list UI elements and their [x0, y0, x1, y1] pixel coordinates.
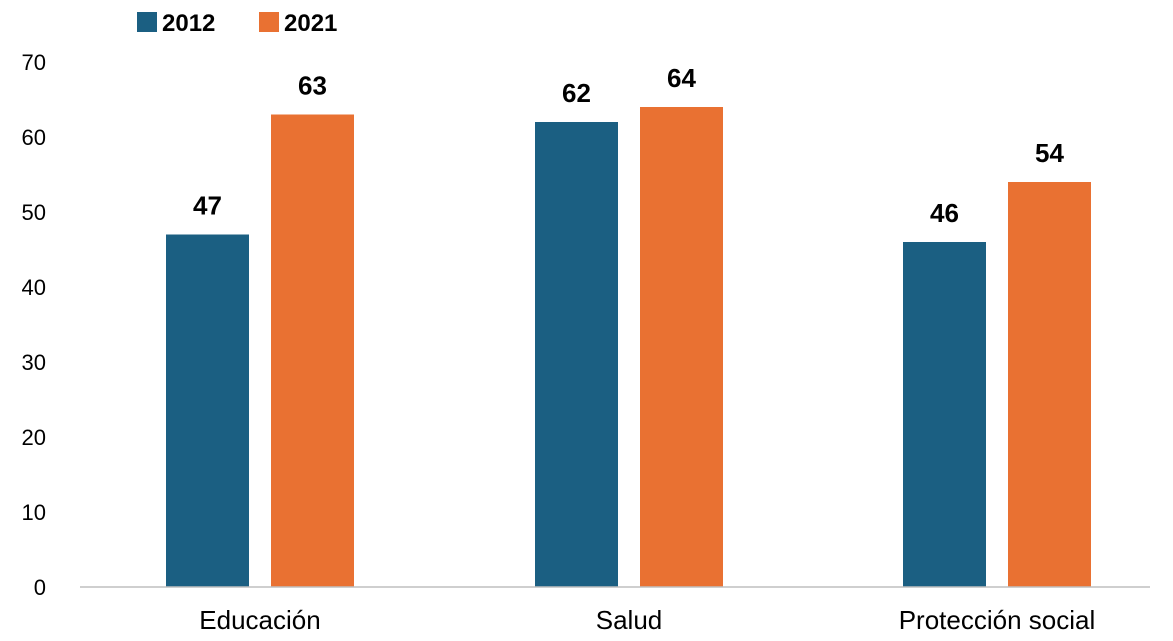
bar-2012-2 — [903, 242, 986, 587]
bar-2012-0 — [166, 234, 249, 587]
legend-swatch-2021 — [259, 12, 279, 32]
bar-2021-0 — [271, 114, 354, 587]
y-tick-label: 30 — [22, 350, 46, 375]
bar-2021-1 — [640, 107, 723, 587]
data-label-2012-2: 46 — [930, 198, 959, 228]
data-label-2021-2: 54 — [1035, 138, 1064, 168]
bar-2012-1 — [535, 122, 618, 587]
legend-swatch-2012 — [137, 12, 157, 32]
y-tick-label: 50 — [22, 200, 46, 225]
data-labels: 47 63 62 64 46 54 — [193, 63, 1064, 228]
legend-label-2021: 2021 — [284, 10, 337, 37]
y-tick-label: 0 — [34, 575, 46, 600]
y-tick-label: 70 — [22, 50, 46, 75]
y-tick-label: 10 — [22, 500, 46, 525]
y-tick-label: 40 — [22, 275, 46, 300]
data-label-2021-0: 63 — [298, 71, 327, 101]
x-category-label: Protección social — [899, 605, 1096, 635]
legend-label-2012: 2012 — [162, 10, 215, 37]
y-axis: 0 10 20 30 40 50 60 70 — [22, 50, 46, 600]
legend: 2012 2021 — [137, 10, 337, 37]
data-label-2021-1: 64 — [667, 63, 696, 93]
bar-2021-2 — [1008, 182, 1091, 587]
y-tick-label: 20 — [22, 425, 46, 450]
data-label-2012-1: 62 — [562, 78, 591, 108]
x-category-label: Salud — [596, 605, 663, 635]
bars — [166, 107, 1091, 587]
data-label-2012-0: 47 — [193, 191, 222, 221]
x-axis: Educación Salud Protección social — [80, 586, 1150, 635]
x-category-label: Educación — [199, 605, 320, 635]
y-tick-label: 60 — [22, 125, 46, 150]
